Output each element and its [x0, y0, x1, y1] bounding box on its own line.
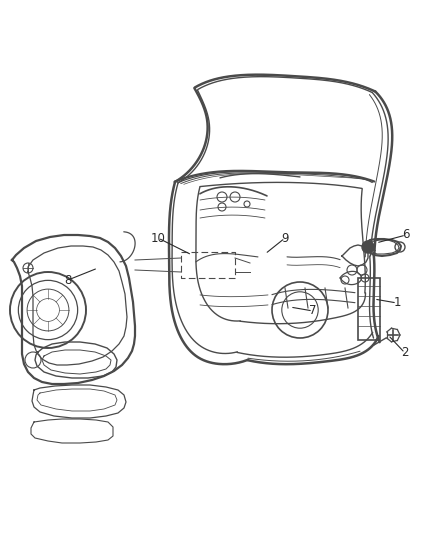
Text: 9: 9	[281, 231, 289, 245]
Text: 7: 7	[309, 304, 317, 318]
Text: 6: 6	[402, 229, 410, 241]
Text: 1: 1	[393, 296, 401, 310]
Circle shape	[362, 241, 374, 253]
Text: 8: 8	[64, 273, 72, 287]
Text: 2: 2	[401, 346, 409, 359]
Text: 10: 10	[151, 231, 166, 245]
